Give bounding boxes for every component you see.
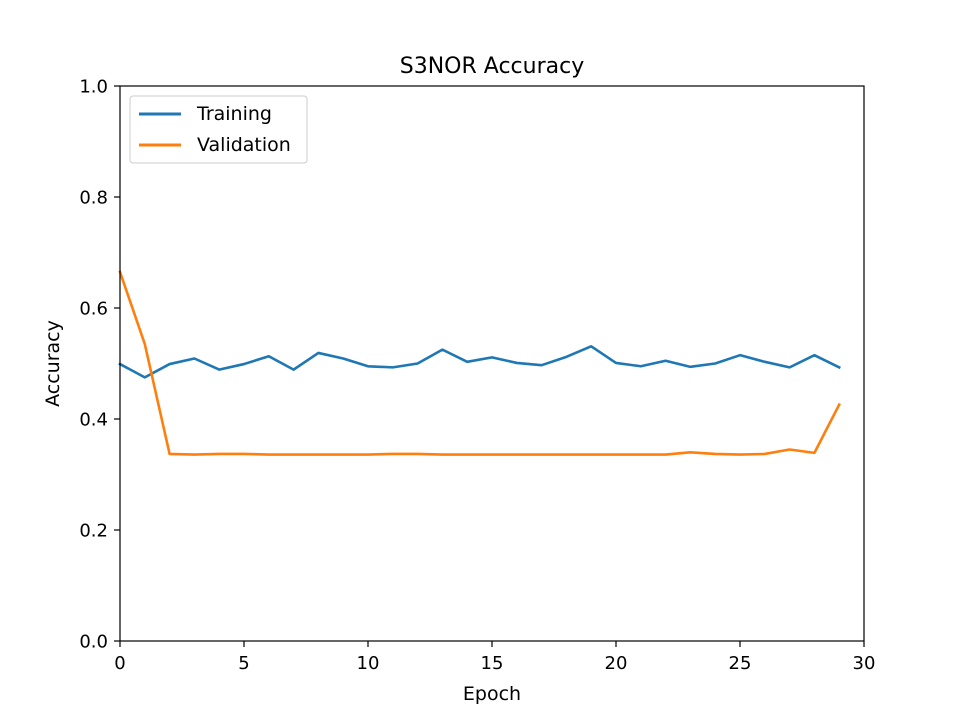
x-tick-label: 5	[238, 653, 249, 674]
x-tick-label: 0	[114, 653, 125, 674]
x-axis-label: Epoch	[463, 683, 521, 705]
y-axis-ticks: 0.0 0.2 0.4 0.6 0.8 1.0	[79, 77, 120, 653]
chart-title: S3NOR Accuracy	[400, 54, 584, 79]
x-tick-label: 30	[853, 653, 876, 674]
x-tick-label: 15	[481, 653, 504, 674]
x-tick-label: 10	[357, 653, 380, 674]
legend: Training Validation	[129, 95, 308, 164]
legend-label-validation: Validation	[197, 134, 291, 156]
y-tick-label: 0.0	[79, 632, 108, 653]
series-layer	[118, 270, 841, 456]
y-tick-label: 0.6	[79, 299, 108, 320]
x-tick-label: 25	[729, 653, 752, 674]
legend-label-training: Training	[196, 103, 272, 125]
y-tick-label: 0.8	[79, 188, 108, 209]
y-tick-label: 1.0	[79, 77, 108, 98]
y-tick-label: 0.2	[79, 521, 108, 542]
x-axis-ticks: 0 5 10 15 20 25 30	[114, 641, 875, 674]
y-axis-label: Accuracy	[42, 320, 64, 407]
plot-area	[118, 270, 841, 456]
series-line-training	[118, 344, 841, 379]
series-line-validation	[118, 270, 841, 456]
y-tick-label: 0.4	[79, 410, 108, 431]
x-tick-label: 20	[605, 653, 628, 674]
